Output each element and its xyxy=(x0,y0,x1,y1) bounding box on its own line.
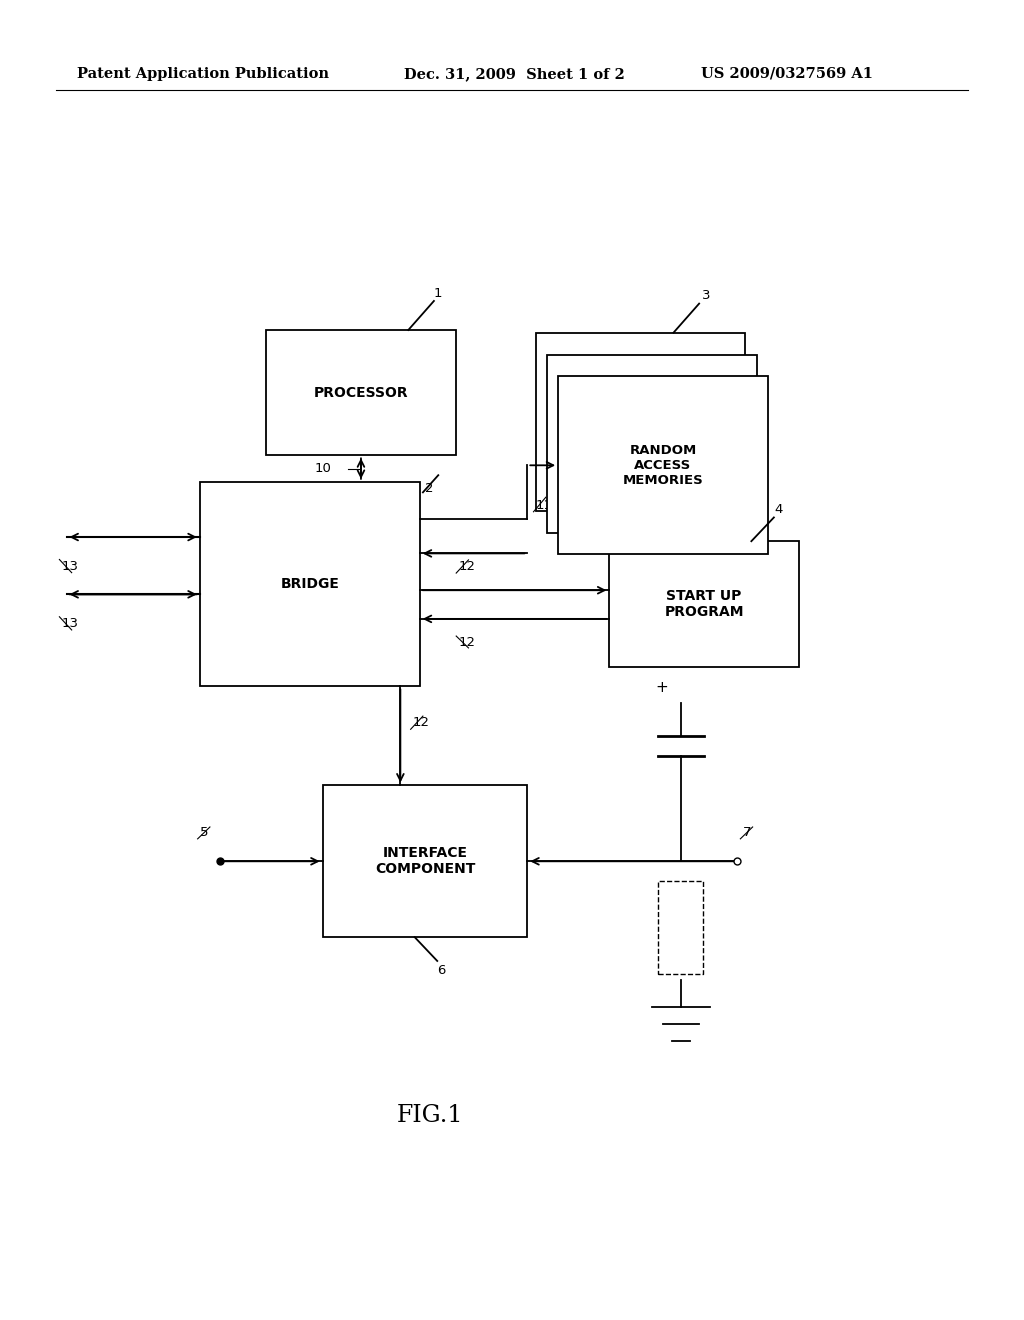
Text: FIG.1: FIG.1 xyxy=(397,1104,463,1127)
Text: 13: 13 xyxy=(61,560,79,573)
Text: 5: 5 xyxy=(200,826,208,838)
Text: 2: 2 xyxy=(425,482,433,495)
Text: Dec. 31, 2009  Sheet 1 of 2: Dec. 31, 2009 Sheet 1 of 2 xyxy=(404,67,626,81)
Bar xyxy=(609,541,799,667)
Text: RANDOM
ACCESS
MEMORIES: RANDOM ACCESS MEMORIES xyxy=(623,444,703,487)
Bar xyxy=(200,482,420,686)
Text: INTERFACE
COMPONENT: INTERFACE COMPONENT xyxy=(375,846,475,876)
Bar xyxy=(266,330,456,455)
Text: 1: 1 xyxy=(434,286,442,300)
Text: 12: 12 xyxy=(413,717,430,729)
Text: 7: 7 xyxy=(742,826,751,838)
Bar xyxy=(323,785,527,937)
Bar xyxy=(658,882,703,974)
Text: PROCESSOR: PROCESSOR xyxy=(313,385,409,400)
Text: BRIDGE: BRIDGE xyxy=(281,577,339,591)
Text: 6: 6 xyxy=(437,964,445,977)
Bar xyxy=(547,355,757,533)
Text: +: + xyxy=(655,680,668,694)
Text: 13: 13 xyxy=(61,616,79,630)
Text: 3: 3 xyxy=(702,289,711,302)
Bar xyxy=(536,333,745,511)
Text: Patent Application Publication: Patent Application Publication xyxy=(77,67,329,81)
Bar xyxy=(558,376,768,554)
Text: 4: 4 xyxy=(774,503,782,516)
Text: 12: 12 xyxy=(458,560,475,573)
Text: 11: 11 xyxy=(536,499,553,512)
Text: START UP
PROGRAM: START UP PROGRAM xyxy=(665,589,743,619)
Text: US 2009/0327569 A1: US 2009/0327569 A1 xyxy=(701,67,873,81)
Text: 10: 10 xyxy=(315,462,332,475)
Text: 12: 12 xyxy=(458,636,475,649)
